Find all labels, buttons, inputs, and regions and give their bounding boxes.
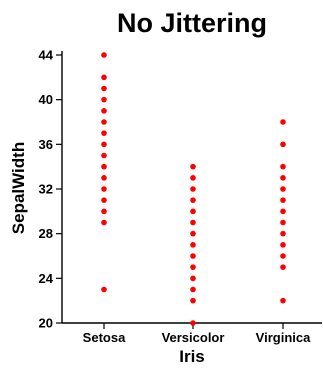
data-point	[190, 264, 196, 270]
y-axis-label: SepalWidth	[9, 142, 28, 234]
data-point	[280, 119, 286, 125]
data-point	[280, 219, 286, 226]
data-point	[280, 208, 286, 215]
y-tick-label: 32	[39, 182, 53, 197]
data-point	[101, 197, 107, 203]
y-tick-label: 24	[39, 271, 54, 286]
x-axis-label: Iris	[179, 347, 205, 366]
chart-title: No Jittering	[117, 8, 267, 38]
data-point	[101, 186, 107, 192]
data-point	[101, 152, 107, 159]
x-ticks: Setosa Versicolor Virginica	[83, 323, 311, 345]
data-point	[280, 197, 286, 203]
data-point	[190, 208, 196, 215]
data-point	[101, 96, 107, 103]
data-point	[190, 275, 196, 282]
y-tick-label: 28	[39, 226, 53, 241]
data-point	[101, 108, 107, 114]
data-point	[101, 141, 107, 148]
data-point	[280, 230, 286, 237]
y-tick-label: 20	[39, 316, 53, 331]
data-point	[190, 242, 196, 248]
x-tick-label: Setosa	[83, 330, 126, 345]
data-point	[190, 297, 196, 304]
x-tick-label: Versicolor	[162, 330, 225, 345]
data-point	[101, 175, 107, 181]
data-point	[280, 297, 286, 304]
data-point	[101, 119, 107, 125]
data-point	[101, 163, 107, 170]
data-point	[190, 175, 196, 181]
x-tick-label: Virginica	[256, 330, 311, 345]
data-point	[190, 219, 196, 226]
data-point	[190, 286, 196, 293]
y-tick-label: 44	[39, 48, 54, 63]
data-point	[101, 85, 107, 92]
y-ticks: 20 24 28 32 36 40 44	[39, 48, 62, 331]
data-point	[280, 163, 286, 170]
data-point	[190, 230, 196, 237]
data-points	[101, 52, 286, 326]
data-point	[280, 141, 286, 148]
data-point	[280, 242, 286, 248]
y-tick-label: 36	[39, 137, 53, 152]
data-point	[190, 163, 196, 170]
data-point	[101, 219, 107, 226]
data-point	[101, 208, 107, 215]
data-point	[280, 253, 286, 259]
data-point	[101, 286, 107, 293]
data-point	[190, 186, 196, 192]
data-point	[101, 74, 107, 81]
data-point	[280, 175, 286, 181]
data-point	[101, 130, 107, 136]
data-point	[280, 186, 286, 192]
data-point	[190, 197, 196, 203]
data-point	[101, 52, 107, 58]
data-point	[190, 253, 196, 259]
data-point	[280, 264, 286, 270]
y-tick-label: 40	[39, 92, 53, 107]
data-point	[190, 320, 196, 326]
